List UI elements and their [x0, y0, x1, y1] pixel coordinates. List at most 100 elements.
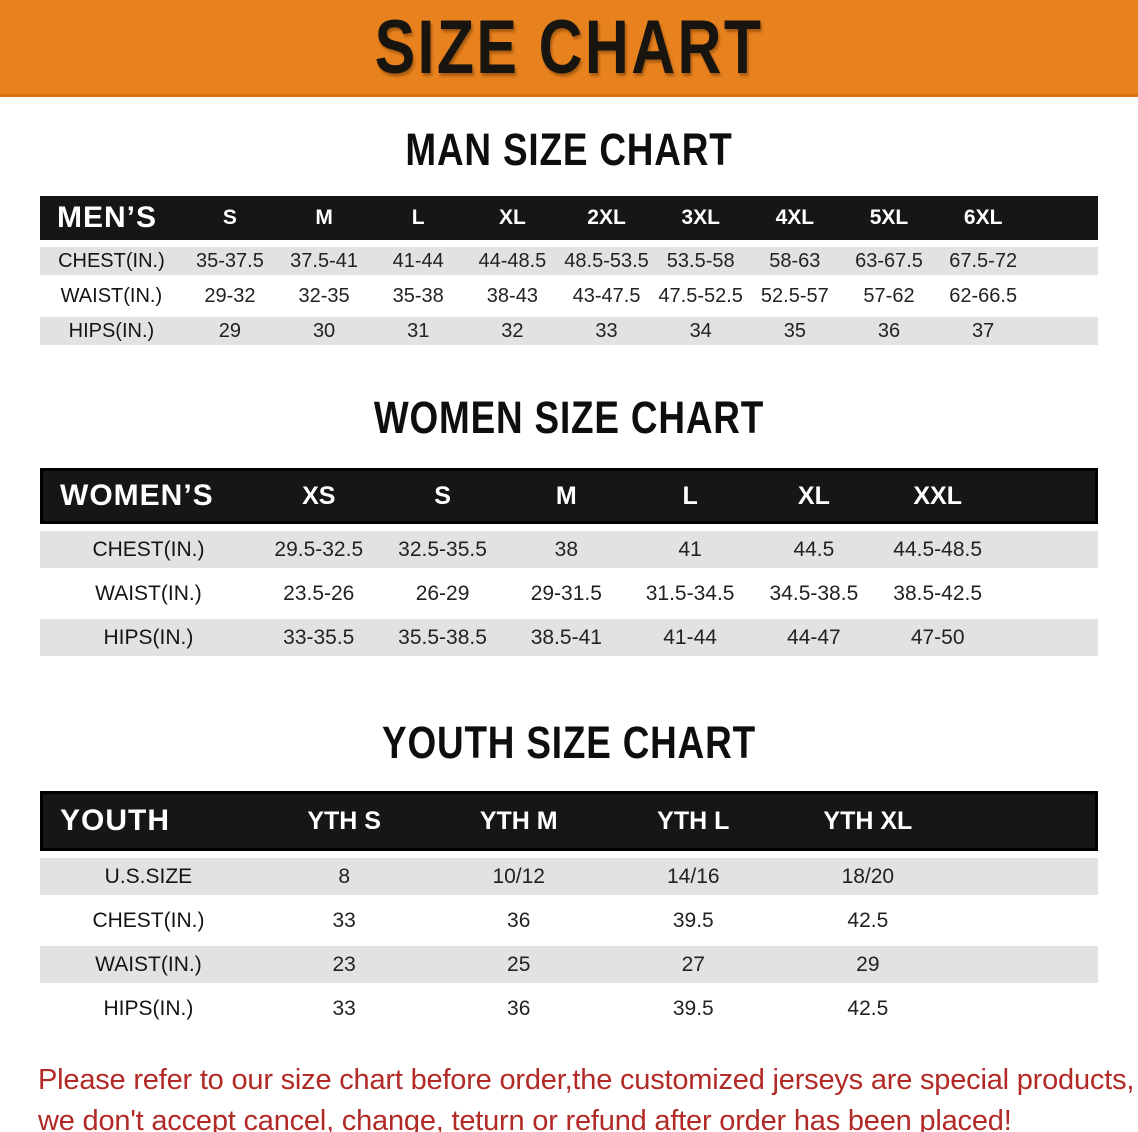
size-cell: 44.5-48.5: [875, 531, 1000, 568]
banner: SIZE CHART: [0, 0, 1138, 97]
men-header-row: MEN’S S M L XL 2XL 3XL 4XL 5XL 6XL: [40, 196, 1098, 240]
size-cell: 34.5-38.5: [752, 575, 876, 612]
spacer-cell: [955, 990, 1098, 1027]
row-label: WAIST(IN.): [40, 575, 257, 612]
size-cell: 35-37.5: [182, 247, 277, 275]
size-cell: 29-31.5: [504, 575, 629, 612]
size-cell: 36: [431, 990, 606, 1027]
spacer-cell: [955, 858, 1098, 895]
column-header: 6XL: [936, 196, 1031, 240]
size-cell: 25: [431, 946, 606, 983]
size-cell: 47-50: [875, 619, 1000, 656]
size-cell: 41: [628, 531, 752, 568]
spacer-cell: [1030, 282, 1098, 310]
footer-note: Please refer to our size chart before or…: [38, 1060, 1135, 1132]
size-cell: 53.5-58: [653, 247, 748, 275]
youth-header-row: YOUTH YTH S YTH M YTH L YTH XL: [40, 791, 1098, 851]
table-row: WAIST(IN.) 29-32 32-35 35-38 38-43 43-47…: [40, 282, 1098, 310]
size-cell: 36: [431, 902, 606, 939]
youth-section-heading: YOUTH SIZE CHART: [382, 717, 756, 768]
spacer-cell: [955, 902, 1098, 939]
column-header: M: [276, 196, 372, 240]
column-header: S: [182, 196, 277, 240]
size-cell: 62-66.5: [936, 282, 1031, 310]
column-header: YTH M: [431, 791, 606, 851]
row-label: CHEST(IN.): [40, 902, 257, 939]
women-size-table: WOMEN’S XS S M L XL XXL CHEST(IN.) 29.5-…: [40, 461, 1098, 663]
footer-line-2: we don't accept cancel, change, teturn o…: [38, 1105, 1012, 1132]
table-row: HIPS(IN.) 29 30 31 32 33 34 35 36 37: [40, 317, 1098, 345]
row-label: CHEST(IN.): [40, 531, 257, 568]
column-header: L: [628, 468, 752, 524]
men-section: MAN SIZE CHART MEN’S S M L XL 2XL 3XL 4X…: [0, 124, 1138, 352]
size-cell: 58-63: [747, 247, 842, 275]
size-cell: 35-38: [371, 282, 466, 310]
column-header: XL: [752, 468, 876, 524]
size-cell: 52.5-57: [747, 282, 842, 310]
size-cell: 32.5-35.5: [380, 531, 505, 568]
size-cell: 8: [256, 858, 432, 895]
youth-section: YOUTH SIZE CHART YOUTH YTH S YTH M YTH L…: [0, 717, 1138, 1034]
men-table-title: MEN’S: [40, 196, 183, 240]
size-cell: 30: [276, 317, 372, 345]
size-cell: 29: [182, 317, 277, 345]
women-header-row: WOMEN’S XS S M L XL XXL: [40, 468, 1098, 524]
size-cell: 32: [465, 317, 560, 345]
size-cell: 38: [504, 531, 629, 568]
spacer-cell: [955, 791, 1098, 851]
size-cell: 39.5: [606, 902, 781, 939]
youth-size-table: YOUTH YTH S YTH M YTH L YTH XL U.S.SIZE …: [40, 784, 1098, 1034]
size-cell: 57-62: [841, 282, 937, 310]
size-cell: 33-35.5: [256, 619, 381, 656]
size-cell: 42.5: [780, 902, 956, 939]
column-header: XL: [465, 196, 560, 240]
men-size-table: MEN’S S M L XL 2XL 3XL 4XL 5XL 6XL CHEST…: [40, 189, 1098, 352]
spacer-cell: [955, 946, 1098, 983]
table-row: HIPS(IN.) 33 36 39.5 42.5: [40, 990, 1098, 1027]
table-row: WAIST(IN.) 23.5-26 26-29 29-31.5 31.5-34…: [40, 575, 1098, 612]
row-label: CHEST(IN.): [40, 247, 183, 275]
size-cell: 26-29: [380, 575, 505, 612]
column-header: XS: [256, 468, 381, 524]
column-header: YTH S: [256, 791, 432, 851]
row-label: U.S.SIZE: [40, 858, 257, 895]
size-cell: 44-48.5: [465, 247, 560, 275]
size-cell: 33: [256, 990, 432, 1027]
table-row: CHEST(IN.) 33 36 39.5 42.5: [40, 902, 1098, 939]
size-cell: 38.5-42.5: [875, 575, 1000, 612]
column-header: YTH L: [606, 791, 781, 851]
size-cell: 29: [780, 946, 956, 983]
size-cell: 41-44: [371, 247, 466, 275]
size-cell: 29.5-32.5: [256, 531, 381, 568]
size-cell: 29-32: [182, 282, 277, 310]
youth-table-title: YOUTH: [40, 791, 257, 851]
size-cell: 67.5-72: [936, 247, 1031, 275]
size-cell: 10/12: [431, 858, 606, 895]
size-cell: 47.5-52.5: [653, 282, 748, 310]
column-header: S: [380, 468, 505, 524]
size-cell: 37.5-41: [276, 247, 372, 275]
table-row: HIPS(IN.) 33-35.5 35.5-38.5 38.5-41 41-4…: [40, 619, 1098, 656]
size-cell: 41-44: [628, 619, 752, 656]
women-table-title: WOMEN’S: [40, 468, 257, 524]
footer-line-1: Please refer to our size chart before or…: [38, 1064, 1135, 1096]
spacer-cell: [1030, 196, 1098, 240]
size-cell: 44.5: [752, 531, 876, 568]
size-cell: 34: [653, 317, 748, 345]
page-title: SIZE CHART: [374, 4, 764, 90]
size-cell: 33: [559, 317, 654, 345]
spacer-cell: [1030, 317, 1098, 345]
men-section-heading: MAN SIZE CHART: [405, 124, 733, 175]
column-header: 4XL: [747, 196, 842, 240]
size-cell: 35.5-38.5: [380, 619, 505, 656]
column-header: XXL: [875, 468, 1000, 524]
size-cell: 42.5: [780, 990, 956, 1027]
size-cell: 44-47: [752, 619, 876, 656]
spacer-cell: [999, 531, 1098, 568]
column-header: 3XL: [653, 196, 748, 240]
row-label: HIPS(IN.): [40, 619, 257, 656]
spacer-cell: [999, 619, 1098, 656]
table-row: U.S.SIZE 8 10/12 14/16 18/20: [40, 858, 1098, 895]
column-header: M: [504, 468, 629, 524]
